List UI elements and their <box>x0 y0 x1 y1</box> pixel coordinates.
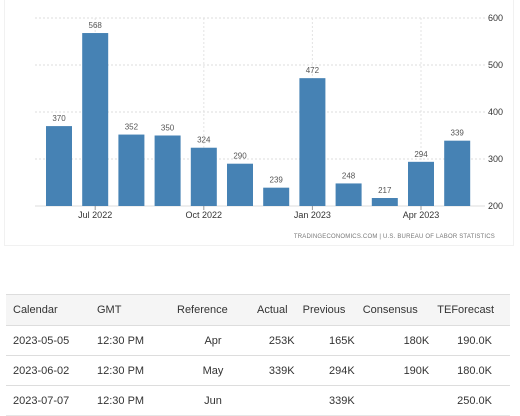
header-gmt[interactable]: GMT <box>93 294 173 326</box>
cell-previous: 339K <box>298 385 359 416</box>
bar[interactable] <box>154 135 181 207</box>
bar[interactable] <box>82 33 109 206</box>
cell-consensus <box>358 385 434 416</box>
data-label: 290 <box>233 152 247 161</box>
data-label: 217 <box>378 186 392 195</box>
cell-teforecast: 250.0K <box>433 385 510 416</box>
table-row: 2023-07-07 12:30 PM Jun 339K 250.0K <box>6 385 510 416</box>
bar-chart: 370 568 352 350 324 290 239 472 248 217 294 339 200… <box>35 13 503 240</box>
bar[interactable] <box>118 134 145 206</box>
bar[interactable] <box>335 183 362 206</box>
bar[interactable] <box>227 163 253 206</box>
cell-calendar: 2023-07-07 <box>6 385 93 416</box>
y-tick-label: 300 <box>488 154 503 164</box>
cell-actual: 339K <box>253 355 299 386</box>
source-note: TRADINGECONOMICS.COM | U.S. BUREAU OF LA… <box>294 234 495 240</box>
data-label: 324 <box>197 136 211 145</box>
bar-layer <box>46 33 471 207</box>
bar[interactable] <box>190 147 217 206</box>
cell-previous: 165K <box>298 325 359 356</box>
cell-actual <box>253 385 299 416</box>
data-label: 294 <box>414 150 428 159</box>
cell-calendar: 2023-05-05 <box>6 325 93 356</box>
calendar-table: Calendar GMT Reference Actual Previous C… <box>6 294 510 416</box>
x-tick-label: Oct 2022 <box>186 210 223 220</box>
cell-teforecast: 190.0K <box>433 325 510 356</box>
data-label: 339 <box>451 129 465 138</box>
cell-reference: Jun <box>173 385 253 416</box>
cell-calendar: 2023-06-02 <box>6 355 93 386</box>
bar[interactable] <box>46 126 72 206</box>
header-calendar[interactable]: Calendar <box>6 294 93 326</box>
table-row: 2023-05-05 12:30 PM Apr 253K 165K 180K 1… <box>6 325 510 356</box>
cell-gmt: 12:30 PM <box>93 355 173 386</box>
header-teforecast[interactable]: TEForecast <box>433 294 510 326</box>
data-label: 472 <box>306 66 320 75</box>
header-previous[interactable]: Previous <box>298 294 359 326</box>
table-header-row: Calendar GMT Reference Actual Previous C… <box>6 294 510 326</box>
y-tick-label: 600 <box>488 13 503 23</box>
data-label: 239 <box>270 176 284 185</box>
y-tick-label: 400 <box>488 107 503 117</box>
cell-gmt: 12:30 PM <box>93 385 173 416</box>
cell-teforecast: 180.0K <box>433 355 510 386</box>
cell-gmt: 12:30 PM <box>93 325 173 356</box>
cell-actual: 253K <box>253 325 299 356</box>
bar[interactable] <box>371 198 398 206</box>
x-tick-label: Apr 2023 <box>403 210 440 220</box>
cell-previous: 294K <box>298 355 359 386</box>
data-label: 350 <box>161 124 175 133</box>
label-layer: 370 568 352 350 324 290 239 472 248 217 294 339 <box>52 21 464 195</box>
cell-reference: Apr <box>173 325 253 356</box>
cell-consensus: 180K <box>358 325 434 356</box>
bar[interactable] <box>263 187 290 206</box>
data-label: 568 <box>89 21 103 30</box>
cell-consensus: 190K <box>358 355 434 386</box>
y-tick-label: 500 <box>488 60 503 70</box>
x-tick-label: Jul 2022 <box>78 210 112 220</box>
bar[interactable] <box>408 161 434 206</box>
header-actual[interactable]: Actual <box>253 294 299 326</box>
data-label: 248 <box>342 171 356 180</box>
bar[interactable] <box>444 140 471 206</box>
bar[interactable] <box>299 78 326 206</box>
x-tick-label: Jan 2023 <box>294 210 331 220</box>
header-consensus[interactable]: Consensus <box>358 294 434 326</box>
chart-panel: 370 568 352 350 324 290 239 472 248 217 294 339 200… <box>4 0 514 246</box>
header-reference[interactable]: Reference <box>173 294 253 326</box>
cell-reference: May <box>173 355 253 386</box>
data-label: 370 <box>52 114 66 123</box>
axis-layer: 200 300 400 500 600 Jul 2022 Oct 2022 Jan 2023 A… <box>78 13 503 220</box>
data-label: 352 <box>125 123 139 132</box>
table-row: 2023-06-02 12:30 PM May 339K 294K 190K 1… <box>6 355 510 386</box>
y-tick-label: 200 <box>488 201 503 211</box>
